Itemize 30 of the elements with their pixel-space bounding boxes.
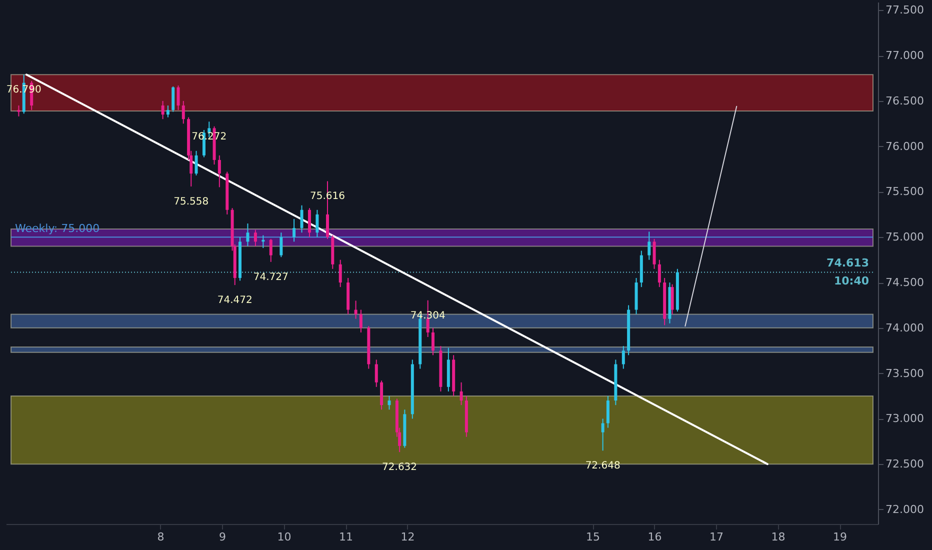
y-tick-label: 77.500 — [886, 4, 924, 17]
y-tick-label: 72.500 — [886, 458, 924, 471]
annotation: 72.632 — [382, 462, 418, 474]
x-tick-label: 9 — [218, 530, 226, 544]
y-tick-label: 74.500 — [886, 276, 924, 290]
annotation: 74.727 — [253, 272, 288, 283]
y-tick-label: 73.500 — [886, 366, 924, 380]
y-tick-label: 72.000 — [886, 502, 924, 516]
x-tick-label: 12 — [400, 530, 415, 544]
x-tick-label: 8 — [157, 530, 164, 544]
x-tick-label: 16 — [648, 530, 662, 544]
x-tick-label: 19 — [833, 530, 848, 544]
y-tick-label: 73.000 — [886, 412, 924, 426]
x-tick-label: 10 — [277, 530, 292, 544]
x-tick-label: 18 — [771, 530, 786, 544]
annotation: 74.472 — [217, 295, 252, 306]
x-tick-label: 11 — [339, 530, 354, 544]
y-tick-label: 74.000 — [886, 321, 924, 334]
annotation: 72.648 — [585, 460, 620, 472]
annotation: 75.558 — [174, 196, 209, 208]
y-tick-label: 77.000 — [886, 49, 924, 62]
annotation: 10:40 — [834, 274, 870, 288]
y-tick-label: 76.500 — [886, 94, 924, 108]
y-tick-label: 75.500 — [886, 185, 924, 198]
y-tick-label: 75.000 — [886, 230, 924, 244]
x-tick-label: 17 — [710, 530, 724, 544]
x-tick-label: 15 — [586, 530, 600, 544]
ref-line-label: 74.613 — [826, 256, 869, 270]
ref-line-label: Weekly: 75.000 — [15, 222, 100, 236]
y-tick-label: 76.000 — [886, 140, 924, 153]
